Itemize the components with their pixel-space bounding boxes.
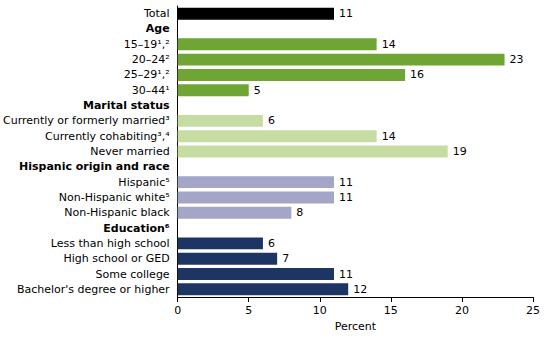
svg-text:High school or GED: High school or GED (63, 252, 169, 265)
svg-text:23: 23 (510, 53, 524, 66)
svg-text:25: 25 (526, 304, 540, 317)
svg-text:11: 11 (339, 7, 353, 20)
svg-text:11: 11 (339, 268, 353, 281)
svg-text:Age: Age (146, 22, 170, 35)
svg-text:7: 7 (282, 252, 289, 265)
svg-text:16: 16 (410, 68, 424, 81)
svg-text:Never married: Never married (90, 145, 169, 158)
svg-text:Non-Hispanic black: Non-Hispanic black (64, 206, 170, 219)
svg-text:Education⁶: Education⁶ (103, 222, 170, 235)
svg-text:10: 10 (313, 304, 327, 317)
svg-text:14: 14 (382, 38, 396, 51)
svg-text:5: 5 (254, 84, 261, 97)
svg-text:Less than high school: Less than high school (51, 237, 170, 250)
svg-text:14: 14 (382, 130, 396, 143)
svg-text:20–24²: 20–24² (132, 53, 170, 66)
svg-text:11: 11 (339, 191, 353, 204)
svg-text:12: 12 (353, 283, 367, 296)
svg-text:Currently or formerly married³: Currently or formerly married³ (3, 114, 170, 127)
svg-text:Some college: Some college (96, 268, 170, 281)
svg-text:Currently cohabiting³,⁴: Currently cohabiting³,⁴ (45, 130, 170, 143)
svg-text:5: 5 (245, 304, 252, 317)
svg-text:15–19¹,²: 15–19¹,² (124, 38, 170, 51)
svg-text:Bachelor's degree or higher: Bachelor's degree or higher (17, 283, 170, 296)
svg-text:15: 15 (384, 304, 398, 317)
svg-text:Marital status: Marital status (83, 99, 170, 112)
svg-text:6: 6 (268, 114, 275, 127)
svg-text:20: 20 (455, 304, 469, 317)
svg-text:Hispanic⁵: Hispanic⁵ (118, 176, 169, 189)
svg-text:Non-Hispanic white⁵: Non-Hispanic white⁵ (59, 191, 170, 204)
svg-text:25–29¹,²: 25–29¹,² (124, 68, 170, 81)
svg-text:Hispanic origin and race: Hispanic origin and race (19, 160, 170, 173)
svg-text:19: 19 (453, 145, 467, 158)
svg-text:11: 11 (339, 176, 353, 189)
svg-text:6: 6 (268, 237, 275, 250)
svg-text:30–44¹: 30–44¹ (132, 84, 170, 97)
svg-text:0: 0 (174, 304, 181, 317)
svg-text:8: 8 (296, 206, 303, 219)
svg-text:Total: Total (143, 7, 170, 20)
svg-text:Percent: Percent (335, 320, 377, 333)
